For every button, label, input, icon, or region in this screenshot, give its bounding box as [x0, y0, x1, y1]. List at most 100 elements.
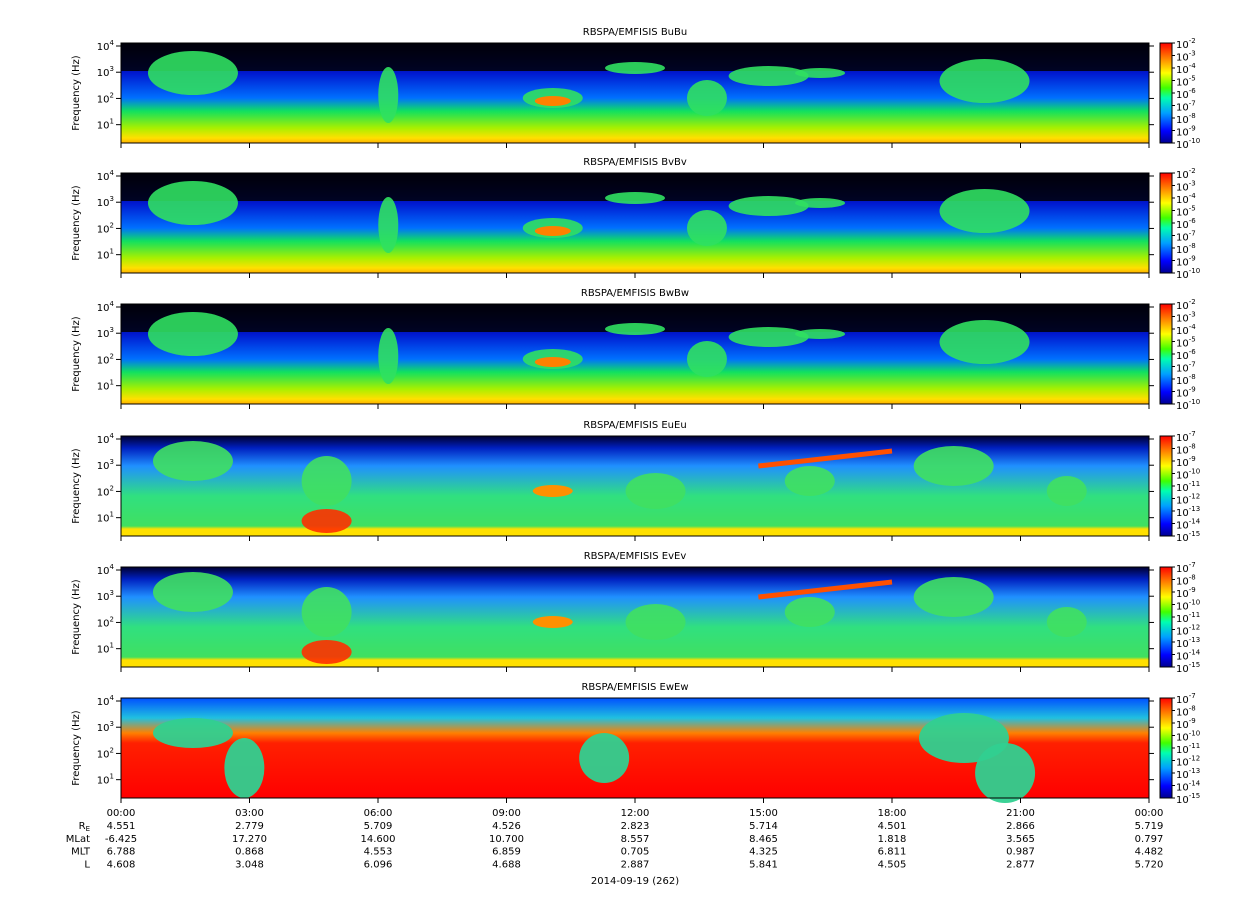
- y-tick-label: 102: [97, 484, 114, 498]
- y-tick-label: 102: [97, 615, 114, 629]
- y-axis-label: Frequency (Hz): [71, 55, 82, 131]
- ephemeris-value: 3.565: [1006, 834, 1035, 845]
- spectrogram-feature: [758, 579, 893, 600]
- colorbar: [1159, 435, 1173, 537]
- colorbar: [1159, 566, 1173, 668]
- ephemeris-value: 17.270: [232, 834, 267, 845]
- ephemeris-value: 5.709: [364, 821, 393, 832]
- panel-title: RBSPA/EMFISIS EvEv: [584, 551, 687, 562]
- spectrogram-feature: [1046, 607, 1087, 637]
- ephemeris-value: -6.425: [105, 834, 137, 845]
- spectrogram-feature: [605, 323, 665, 335]
- y-tick-label: 102: [97, 91, 114, 105]
- ephemeris-value: 4.505: [878, 859, 907, 870]
- ephemeris-value: 5.720: [1135, 859, 1164, 870]
- y-tick-label: 101: [97, 118, 114, 132]
- ephemeris-value: 0.868: [235, 847, 264, 858]
- x-tick-label: 15:00: [749, 808, 778, 819]
- y-tick-label: 103: [97, 65, 114, 79]
- spectrogram-feature: [224, 738, 265, 798]
- ephemeris-value: 4.688: [492, 859, 521, 870]
- spectrogram-feature: [975, 743, 1036, 803]
- ephemeris-value: 6.859: [492, 847, 521, 858]
- y-axis-label: Frequency (Hz): [71, 710, 82, 786]
- y-tick-label: 102: [97, 746, 114, 760]
- x-tick-label: 21:00: [1006, 808, 1035, 819]
- x-axis-label: 2014-09-19 (262): [591, 876, 679, 887]
- y-axis-label: Frequency (Hz): [71, 579, 82, 655]
- colorbar-tick-label: 10-15: [1176, 792, 1200, 806]
- spectrogram-feature: [532, 485, 573, 497]
- spectrogram-feature: [301, 640, 352, 664]
- spectrogram-feature: [913, 577, 994, 617]
- ephemeris-label: MLat: [66, 834, 90, 845]
- spectrogram-feature: [728, 66, 809, 86]
- ephemeris-value: 5.719: [1135, 821, 1164, 832]
- spectrogram-feature: [784, 466, 835, 496]
- ephemeris-value: 6.788: [107, 847, 136, 858]
- y-tick-label: 103: [97, 458, 114, 472]
- spectrogram-feature: [728, 196, 809, 216]
- colorbar-tick-label: 10-10: [1176, 137, 1200, 151]
- ephemeris-value: 4.551: [107, 821, 136, 832]
- spectrogram-feature: [152, 718, 233, 748]
- spectrogram-feature: [152, 572, 233, 612]
- y-tick-label: 104: [97, 39, 115, 53]
- y-tick-label: 102: [97, 221, 114, 235]
- ephemeris-value: 1.818: [878, 834, 907, 845]
- colorbar-label: amplitude (V^2/m^2/Hz): [1232, 678, 1245, 818]
- y-tick-label: 103: [97, 589, 114, 603]
- spectrogram-feature: [795, 329, 846, 339]
- ephemeris-value: 0.705: [621, 847, 650, 858]
- ephemeris-label: L: [84, 859, 90, 870]
- y-tick-label: 103: [97, 326, 114, 340]
- spectrogram-feature: [152, 441, 233, 481]
- spectrogram-feature: [686, 341, 727, 377]
- y-tick-label: 102: [97, 352, 114, 366]
- ephemeris-value: 8.465: [749, 834, 778, 845]
- y-tick-label: 101: [97, 773, 114, 787]
- x-tick-label: 00:00: [1135, 808, 1164, 819]
- ephemeris-value: 4.325: [749, 847, 778, 858]
- ephemeris-value: 2.887: [621, 859, 650, 870]
- ephemeris-value: 5.714: [749, 821, 778, 832]
- spectrogram-feature: [795, 68, 846, 78]
- y-tick-label: 104: [97, 563, 115, 577]
- colorbar-label: amplitude (V^2/m^2/Hz): [1232, 416, 1245, 556]
- spectrogram-feature: [913, 446, 994, 486]
- spectrogram-feature: [795, 198, 846, 208]
- ephemeris-value: 14.600: [361, 834, 396, 845]
- colorbar-tick-label: 10-15: [1176, 661, 1200, 675]
- ephemeris-value: 0.797: [1135, 834, 1164, 845]
- spectrogram-feature: [758, 448, 893, 469]
- y-axis-label: Frequency (Hz): [71, 185, 82, 261]
- spectrogram-feature: [939, 320, 1030, 364]
- spectrogram-feature: [534, 226, 571, 236]
- colorbar: [1159, 172, 1173, 274]
- spectrogram-feature: [147, 181, 238, 225]
- x-tick-label: 00:00: [107, 808, 136, 819]
- ephemeris-value: 2.877: [1006, 859, 1035, 870]
- ephemeris-value: 2.866: [1006, 821, 1035, 832]
- ephemeris-value: 0.987: [1006, 847, 1035, 858]
- y-tick-label: 104: [97, 169, 115, 183]
- spectrogram-feature: [579, 733, 630, 783]
- panel-title: RBSPA/EMFISIS BvBv: [583, 157, 687, 168]
- colorbar-label: amplitude (V^2/m^2/Hz): [1232, 547, 1245, 687]
- colorbar-tick-label: 10-15: [1176, 530, 1200, 544]
- spectrogram-feature: [147, 51, 238, 95]
- spectrogram-feature: [378, 67, 399, 123]
- x-tick-label: 06:00: [364, 808, 393, 819]
- colorbar-label: amplitude (nT^2/Hz): [1232, 35, 1245, 150]
- ephemeris-value: 4.501: [878, 821, 907, 832]
- panel-title: RBSPA/EMFISIS EuEu: [583, 420, 686, 431]
- x-tick-label: 12:00: [621, 808, 650, 819]
- ephemeris-value: 10.700: [489, 834, 524, 845]
- colorbar-label: amplitude (nT^2/Hz): [1232, 165, 1245, 280]
- spectrogram-feature: [147, 312, 238, 356]
- spectrogram-feature: [625, 604, 686, 640]
- spectrogram-feature: [605, 62, 665, 74]
- spectrogram-feature: [301, 456, 352, 506]
- ephemeris-value: 3.048: [235, 859, 264, 870]
